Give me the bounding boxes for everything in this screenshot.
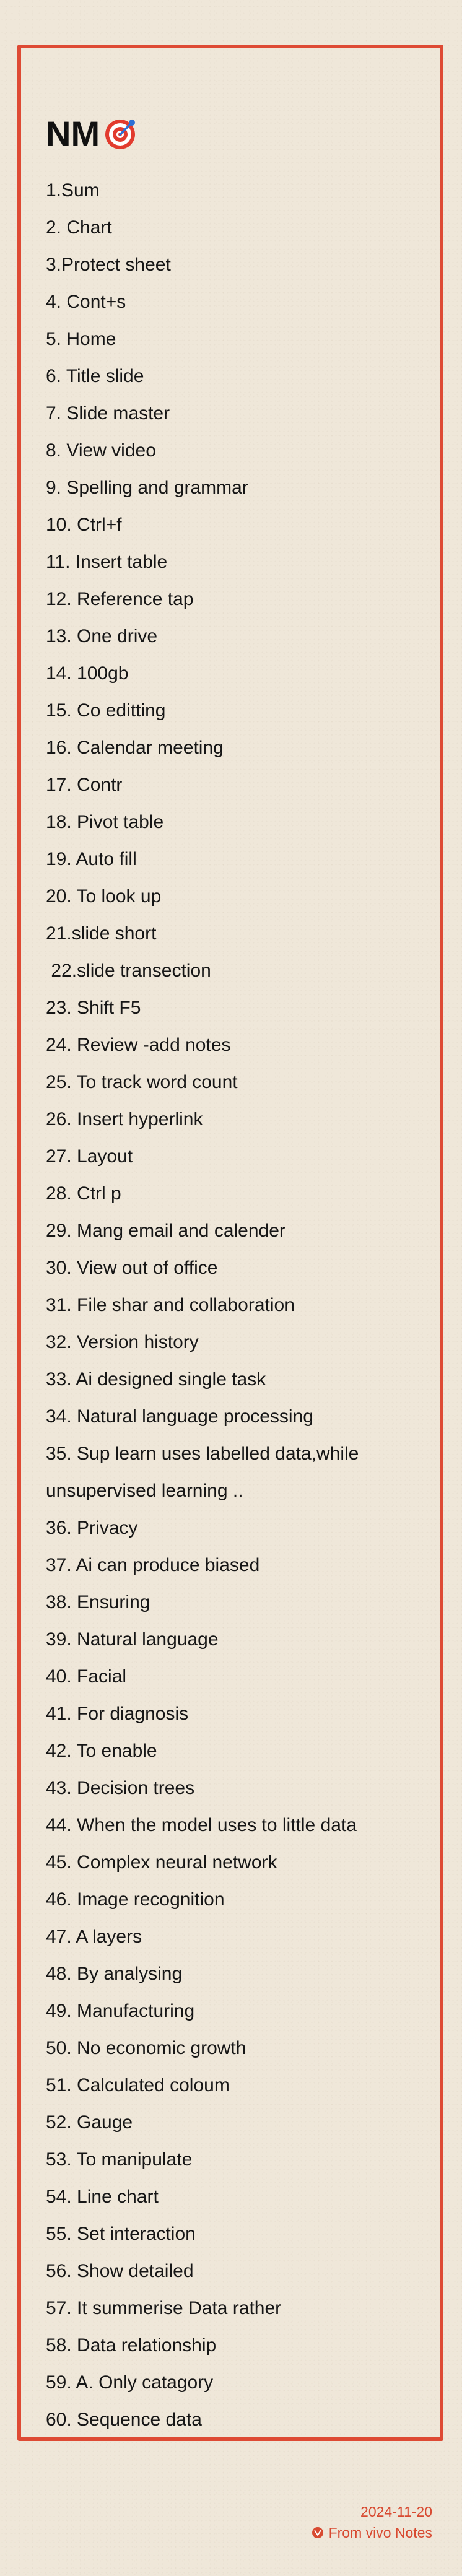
list-item: 23. Shift F5 [46,998,141,1018]
list-item: 45. Complex neural network [46,1852,277,1873]
list-item: 5. Home [46,329,116,349]
list-item: 40. Facial [46,1666,127,1687]
list-item: 60. Sequence data [46,2409,202,2430]
list-item: 30. View out of office [46,1258,218,1278]
note-title: NM [46,115,415,152]
list-item: 8. View video [46,440,156,461]
list-item: 28. Ctrl p [46,1183,121,1204]
vivo-notes-icon [312,2527,323,2538]
list-item: 14. 100gb [46,663,129,684]
list-item: 32. Version history [46,1332,199,1352]
list-item: 41. For diagnosis [46,1704,189,1724]
note-item-list: 1.Sum 2. Chart 3.Protect sheet 4. Cont+s 5. … [46,172,415,2439]
list-item: 46. Image recognition [46,1889,225,1910]
list-item: 2. Chart [46,217,112,238]
list-item: 39. Natural language [46,1629,219,1650]
list-item: 20. To look up [46,886,162,907]
list-item: 9. Spelling and grammar [46,477,248,498]
list-item: 24. Review -add notes [46,1035,231,1055]
list-item: 3.Protect sheet [46,255,171,275]
note-title-text: NM [46,114,100,153]
note-source-text: From vivo Notes [328,2525,432,2541]
list-item: 21.slide short [46,923,157,944]
list-item: 42. To enable [46,1741,157,1761]
list-item: 4. Cont+s [46,292,126,312]
list-item: 37. Ai can produce biased [46,1555,260,1575]
list-item: 52. Gauge [46,2112,133,2133]
list-item: 59. A. Only catagory [46,2372,214,2393]
list-item: 11. Insert table [46,552,168,572]
list-item: 25. To track word count [46,1072,238,1092]
list-item: 36. Privacy [46,1518,138,1538]
list-item: 43. Decision trees [46,1778,195,1798]
list-item: 29. Mang email and calender [46,1221,285,1241]
list-item: 18. Pivot table [46,812,164,832]
list-item: 27. Layout [46,1146,133,1167]
list-item: 57. It summerise Data rather [46,2298,282,2318]
note-body: NM 1.Sum 2. Chart 3.Protect sheet 4. Cont+s… [46,73,415,2430]
list-item: 6. Title slide [46,366,144,386]
list-item: 15. Co editting [46,700,166,721]
list-item: 1.Sum [46,180,100,201]
list-item: 22.slide transection [46,960,211,981]
list-item: 58. Data relationship [46,2335,217,2356]
list-item: 13. One drive [46,626,158,646]
target-emoji-icon [105,120,136,149]
list-item: unsupervised learning .. [46,1481,243,1501]
list-item: 31. File shar and collaboration [46,1295,295,1315]
note-footer: 2024-11-20 From vivo Notes [312,2502,432,2544]
list-item: 35. Sup learn uses labelled data,while [46,1443,359,1464]
list-item: 56. Show detailed [46,2261,194,2281]
list-item: 55. Set interaction [46,2224,196,2244]
list-item: 49. Manufacturing [46,2001,195,2021]
list-item: 10. Ctrl+f [46,515,122,535]
note-frame: NM 1.Sum 2. Chart 3.Protect sheet 4. Cont+s… [17,45,443,2441]
note-date: 2024-11-20 [360,2504,432,2520]
list-item: 51. Calculated coloum [46,2075,230,2095]
list-item: 33. Ai designed single task [46,1369,266,1390]
list-item: 7. Slide master [46,403,170,424]
list-item: 16. Calendar meeting [46,738,224,758]
list-item: 48. By analysing [46,1964,183,1984]
note-source: From vivo Notes [312,2522,432,2544]
list-item: 54. Line chart [46,2187,159,2207]
list-item: 34. Natural language processing [46,1406,313,1427]
list-item: 50. No economic growth [46,2038,246,2058]
list-item: 53. To manipulate [46,2149,193,2170]
list-item: 26. Insert hyperlink [46,1109,203,1129]
list-item: 19. Auto fill [46,849,137,869]
list-item: 38. Ensuring [46,1592,150,1612]
list-item: 47. A layers [46,1926,142,1947]
list-item: 17. Contr [46,775,123,795]
list-item: 44. When the model uses to little data [46,1815,357,1835]
list-item: 12. Reference tap [46,589,194,609]
